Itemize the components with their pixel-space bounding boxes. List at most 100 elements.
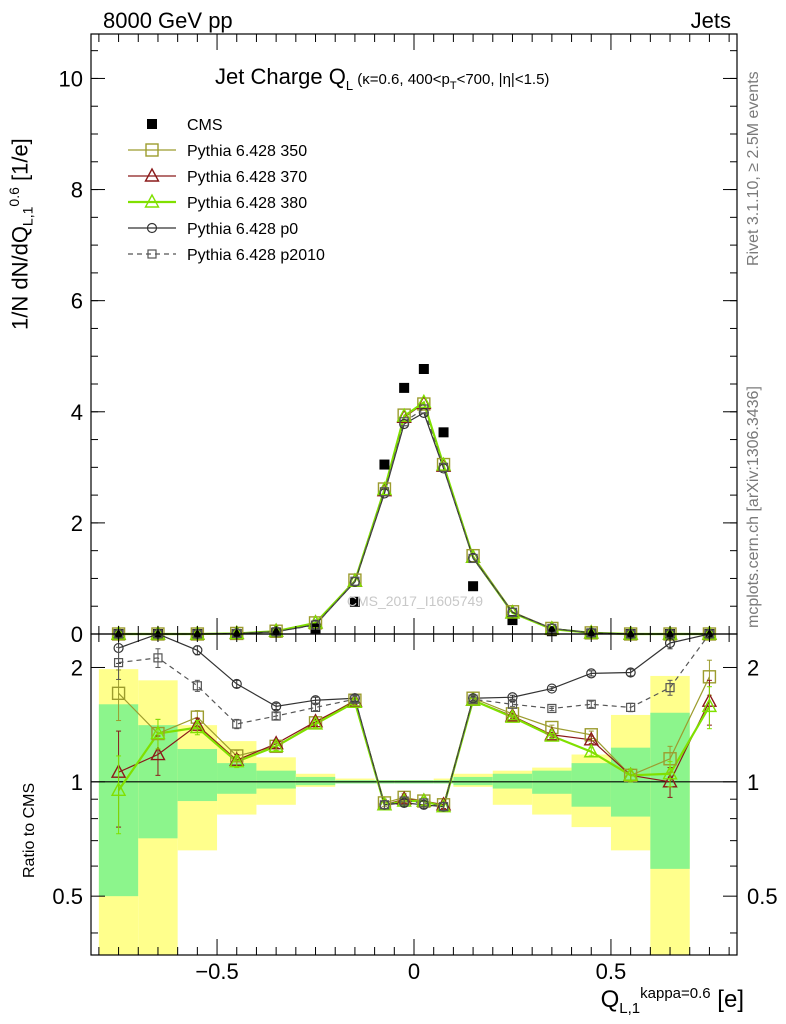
ratio-y-tick-label-right: 0.5	[747, 884, 778, 909]
point-cms	[418, 364, 429, 374]
point-cms	[438, 427, 449, 438]
point-p2010	[507, 607, 518, 617]
point-p2010	[399, 417, 409, 427]
ratio-point-p2010	[438, 802, 449, 812]
top-y-tick-label: 10	[59, 66, 83, 91]
ratio-point-p0	[625, 667, 636, 678]
analysis-watermark: CMS_2017_I1605749	[347, 593, 483, 609]
ratio-point-p380	[189, 719, 206, 734]
ratio-point-p2010	[468, 694, 478, 704]
ratio-line-p0	[118, 633, 710, 808]
ratio-y-tick-label-left: 2	[71, 655, 83, 680]
legend-marker-p380	[144, 193, 160, 208]
point-p2010	[438, 462, 449, 472]
header-observable-label: Jets	[690, 8, 731, 33]
top-y-tick-label: 2	[71, 511, 83, 536]
ratio-point-p370	[150, 746, 166, 761]
point-p2010	[379, 487, 390, 497]
ratio-band-inner	[453, 776, 493, 786]
ratio-band-inner	[571, 763, 611, 807]
ratio-point-p380	[504, 708, 521, 723]
legend-label-p2010: Pythia 6.428 p2010	[187, 247, 325, 264]
ratio-y-tick-label-left: 0.5	[52, 884, 83, 909]
point-p2010	[419, 404, 429, 414]
ratio-point-p2010	[113, 658, 124, 668]
legend-label-cms: CMS	[187, 117, 223, 134]
legend-label-p350: Pythia 6.428 350	[187, 143, 307, 160]
ratio-point-p2010	[547, 703, 557, 714]
point-p380	[504, 604, 521, 619]
ratio-point-p2010	[626, 702, 636, 713]
ratio-band-inner	[256, 770, 296, 789]
ratio-point-p380	[583, 743, 599, 758]
header-process-label: 8000 GeV pp	[103, 8, 233, 33]
legend-marker-p2010	[147, 249, 157, 259]
ratio-band-inner	[217, 763, 257, 794]
chart-title: Jet Charge QL (κ=0.6, 400<pT<700, |η|<1.…	[215, 64, 549, 93]
ratio-point-p380	[544, 727, 560, 742]
ratio-point-p0	[271, 701, 282, 712]
ratio-point-p380	[465, 691, 481, 706]
ratio-point-p380	[268, 737, 284, 753]
legend-marker-p0	[146, 222, 158, 234]
point-cms	[349, 596, 360, 607]
x-tick-label: 0	[408, 959, 420, 984]
x-tick-label: 0.5	[596, 959, 627, 984]
legend-marker-cms	[147, 119, 157, 129]
ratio-point-p2010	[665, 683, 675, 693]
ratio-point-p380	[229, 753, 245, 768]
ratio-point-p2010	[399, 796, 409, 806]
ratio-y-tick-label-right: 1	[747, 770, 759, 795]
ratio-band-inner	[177, 749, 218, 802]
legend-label-p380: Pythia 6.428 380	[187, 195, 307, 212]
point-cms	[379, 459, 390, 470]
ratio-point-p350	[111, 686, 126, 701]
ratio-y-tick-label-right: 2	[747, 655, 759, 680]
ratio-point-p0	[192, 645, 203, 656]
ratio-point-p380	[307, 715, 324, 730]
point-p380	[435, 456, 452, 471]
ratio-point-p2010	[586, 699, 596, 709]
point-cms	[468, 581, 479, 592]
ratio-point-p2010	[507, 699, 518, 709]
ratio-point-p380	[150, 725, 166, 740]
ratio-point-p0	[586, 668, 597, 679]
ratio-point-p2010	[271, 711, 281, 721]
ratio-point-p0	[231, 678, 242, 690]
top-y-tick-label: 4	[71, 400, 83, 425]
ratio-line-p2010	[118, 633, 710, 808]
ratio-point-p0	[546, 683, 557, 694]
ratio-point-p2010	[153, 653, 163, 663]
ratio-point-p0	[507, 692, 518, 703]
top-y-tick-label: 8	[71, 178, 83, 203]
x-axis-label: QL,1kappa=0.6 [e]	[600, 985, 744, 1017]
ratio-band-inner	[295, 776, 336, 786]
point-cms	[399, 382, 410, 393]
legend-label-p0: Pythia 6.428 p0	[187, 221, 298, 238]
ratio-point-p2010	[379, 800, 390, 810]
point-p350	[417, 397, 431, 411]
ratio-point-p380	[662, 765, 678, 780]
ratio-band-inner	[492, 773, 533, 789]
ratio-point-p2010	[310, 702, 321, 713]
top-y-tick-label: 6	[71, 289, 83, 314]
legend-label-p370: Pythia 6.428 370	[187, 169, 307, 186]
point-p380	[396, 407, 412, 422]
top-y-tick-label: 0	[71, 622, 83, 647]
point-p2010	[350, 576, 360, 586]
point-cms	[507, 615, 518, 626]
point-p380	[416, 393, 432, 409]
point-p380	[376, 481, 393, 496]
ratio-point-p380	[701, 697, 718, 713]
ratio-point-p2010	[419, 798, 429, 808]
ratio-point-p380	[110, 781, 127, 796]
ratio-y-tick-label-left: 1	[71, 770, 83, 795]
ratio-point-p2010	[350, 694, 360, 704]
ratio-point-p380	[622, 766, 639, 782]
ratio-point-p2010	[192, 681, 202, 691]
point-p2010	[468, 553, 478, 564]
legend-marker-p370	[144, 167, 160, 182]
x-tick-label: −0.5	[195, 959, 238, 984]
legend-marker-p350	[145, 143, 159, 157]
